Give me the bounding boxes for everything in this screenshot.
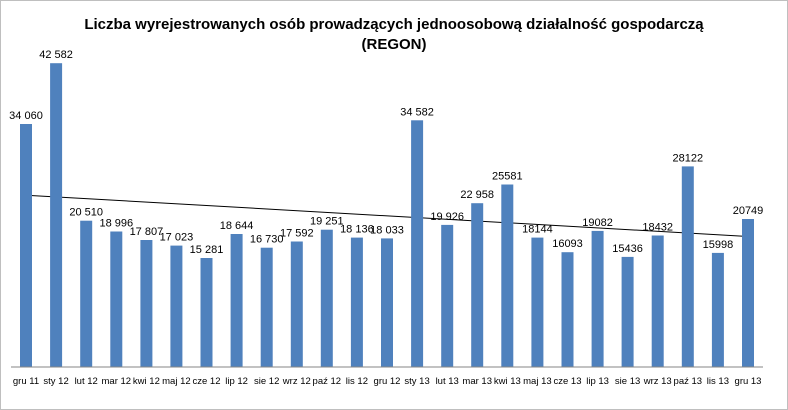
bar-17 [531,237,544,367]
chart-title-line-2: (REGON) [361,36,427,53]
bar-20 [621,256,634,367]
trendline-layer [25,194,749,237]
x-tick-label-5: maj 12 [162,376,191,387]
bar-18 [561,252,574,367]
bar-2 [80,220,93,367]
bar-14 [441,224,454,367]
x-tick-label-3: mar 12 [102,376,132,387]
x-tick-label-14: lut 13 [436,376,459,387]
bar-23 [711,252,724,367]
data-label-21: 18432 [642,222,673,234]
bar-21 [651,235,664,367]
x-tick-label-24: gru 13 [735,376,762,387]
data-label-14: 19 926 [430,211,464,223]
x-tick-label-16: kwi 13 [494,376,521,387]
chart-title-line-1: Liczba wyrejestrowanych osób prowadzącyc… [84,16,704,33]
x-tick-label-15: mar 13 [462,376,492,387]
bar-10 [320,229,333,367]
bar-6 [200,258,213,367]
x-tick-label-4: kwi 12 [133,376,160,387]
data-label-0: 34 060 [9,110,43,122]
bar-3 [110,231,123,367]
data-label-5: 17 023 [160,232,194,244]
data-label-17: 18144 [522,224,553,236]
data-label-24: 20749 [733,205,764,217]
bar-8 [260,247,273,367]
bar-12 [381,238,393,367]
trendline [25,194,749,237]
data-label-3: 18 996 [99,218,133,230]
data-label-4: 17 807 [130,226,164,238]
x-tick-label-12: gru 12 [374,376,401,387]
x-tick-label-21: wrz 13 [643,376,672,387]
bar-0 [20,124,32,367]
data-label-11: 18 136 [340,224,374,236]
bars-layer [20,63,754,367]
data-label-22: 28122 [673,152,704,164]
data-label-2: 20 510 [69,207,103,219]
data-label-20: 15436 [612,243,643,255]
data-label-8: 16 730 [250,234,284,246]
x-tick-label-6: cze 12 [193,376,221,387]
data-label-9: 17 592 [280,228,314,240]
data-label-12: 18 033 [370,224,404,236]
x-tick-label-7: lip 12 [225,376,248,387]
chart-title: Liczba wyrejestrowanych osób prowadzącyc… [1,15,787,55]
data-label-13: 34 582 [400,106,434,118]
data-label-10: 19 251 [310,216,344,228]
bar-16 [501,184,514,367]
x-tick-label-2: lut 12 [75,376,98,387]
x-tick-label-11: lis 12 [346,376,368,387]
data-label-1: 42 582 [39,49,73,61]
bar-11 [350,237,363,367]
bar-1 [50,63,63,367]
x-tick-label-22: paź 13 [674,376,703,387]
bar-7 [230,234,243,367]
x-tick-labels-layer: gru 11 sty 12 lut 12 mar 12 kwi 12 maj 12 cze … [13,376,762,387]
bar-24 [742,219,754,367]
bar-19 [591,230,604,367]
x-tick-label-23: lis 13 [707,376,729,387]
x-tick-label-1: sty 12 [43,376,68,387]
x-tick-label-0: gru 11 [13,376,39,387]
bar-15 [471,203,484,367]
data-label-19: 19082 [582,217,613,229]
bar-5 [170,245,183,367]
x-tick-label-20: sie 13 [615,376,640,387]
x-tick-label-9: wrz 12 [282,376,311,387]
x-tick-label-19: lip 13 [586,376,609,387]
data-label-6: 15 281 [190,244,224,256]
x-tick-label-13: sty 13 [404,376,429,387]
x-tick-label-18: cze 13 [554,376,582,387]
bar-9 [290,241,303,367]
bar-4 [140,240,153,367]
data-label-18: 16093 [552,238,583,250]
x-tick-label-10: paź 12 [313,376,342,387]
bar-13 [411,120,424,367]
data-label-15: 22 958 [460,189,494,201]
bar-22 [681,166,694,367]
data-label-7: 18 644 [220,220,254,232]
data-label-23: 15998 [703,239,734,251]
data-label-16: 25581 [492,171,523,183]
x-tick-label-17: maj 13 [523,376,552,387]
x-tick-label-8: sie 12 [254,376,279,387]
